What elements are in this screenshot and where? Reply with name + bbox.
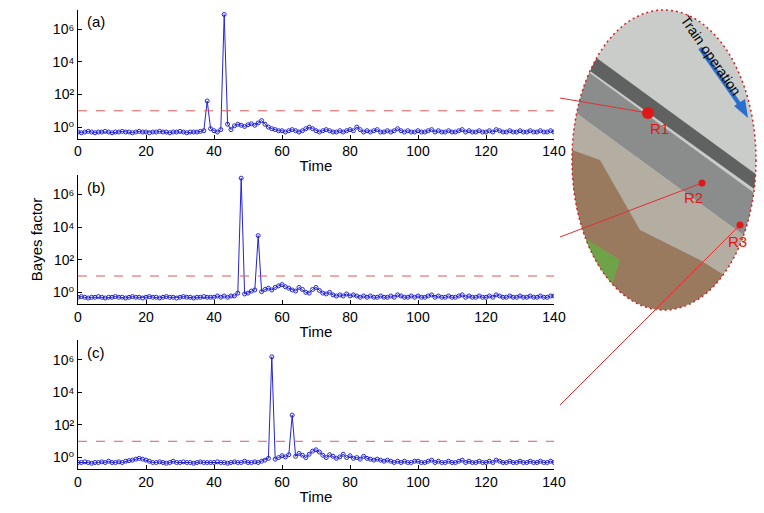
svg-text:80: 80 <box>342 309 358 325</box>
svg-text:10⁶: 10⁶ <box>53 21 74 37</box>
svg-text:80: 80 <box>342 474 358 490</box>
svg-text:40: 40 <box>206 474 222 490</box>
svg-text:(c): (c) <box>87 344 105 361</box>
svg-text:140: 140 <box>542 474 566 490</box>
svg-text:10⁶: 10⁶ <box>53 352 74 368</box>
svg-text:20: 20 <box>138 474 154 490</box>
svg-text:20: 20 <box>138 309 154 325</box>
svg-text:120: 120 <box>474 309 498 325</box>
svg-text:R2: R2 <box>684 189 703 206</box>
svg-text:10⁴: 10⁴ <box>53 54 75 70</box>
svg-text:120: 120 <box>474 143 498 159</box>
svg-text:100: 100 <box>406 474 430 490</box>
svg-text:80: 80 <box>342 143 358 159</box>
svg-text:60: 60 <box>274 309 290 325</box>
svg-text:10⁴: 10⁴ <box>53 384 75 400</box>
svg-text:60: 60 <box>274 143 290 159</box>
svg-text:60: 60 <box>274 474 290 490</box>
svg-text:10²: 10² <box>54 86 75 102</box>
svg-text:40: 40 <box>206 309 222 325</box>
svg-text:20: 20 <box>138 143 154 159</box>
svg-text:Time: Time <box>300 323 333 340</box>
svg-text:0: 0 <box>74 474 82 490</box>
svg-text:100: 100 <box>406 143 430 159</box>
svg-text:10⁶: 10⁶ <box>53 186 74 202</box>
svg-text:10⁰: 10⁰ <box>53 284 75 300</box>
svg-text:R3: R3 <box>728 233 747 250</box>
svg-text:Time: Time <box>300 488 333 505</box>
svg-text:Time: Time <box>300 157 333 174</box>
svg-text:140: 140 <box>542 309 566 325</box>
svg-text:10⁴: 10⁴ <box>53 219 75 235</box>
svg-text:120: 120 <box>474 474 498 490</box>
svg-text:10⁰: 10⁰ <box>53 119 75 135</box>
svg-text:10⁰: 10⁰ <box>53 449 75 465</box>
svg-text:140: 140 <box>542 143 566 159</box>
svg-text:10²: 10² <box>54 252 75 268</box>
svg-text:Train operation: Train operation <box>678 13 745 99</box>
svg-text:100: 100 <box>406 309 430 325</box>
svg-text:40: 40 <box>206 143 222 159</box>
svg-text:10²: 10² <box>54 417 75 433</box>
svg-text:(b): (b) <box>87 179 105 196</box>
svg-text:Bayes factor: Bayes factor <box>28 198 45 281</box>
svg-text:0: 0 <box>74 309 82 325</box>
svg-text:R1: R1 <box>650 120 669 137</box>
svg-text:0: 0 <box>74 143 82 159</box>
svg-text:(a): (a) <box>87 13 105 30</box>
